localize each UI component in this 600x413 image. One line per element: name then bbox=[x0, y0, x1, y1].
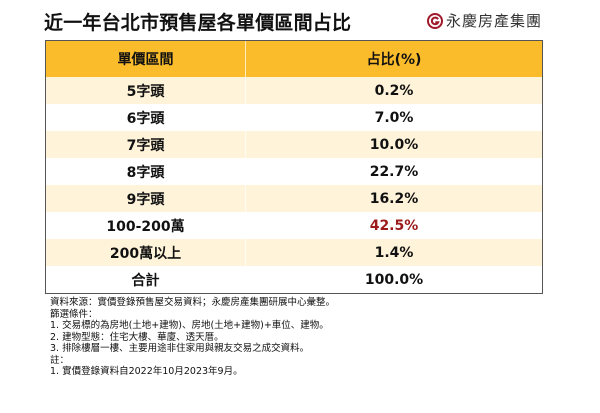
brand-name: 永慶房產集團 bbox=[446, 12, 543, 30]
price-range-cell: 7字頭 bbox=[46, 131, 246, 158]
table-row: 200萬以上 1.4% bbox=[46, 239, 542, 266]
footnotes: 資料來源：實價登錄預售屋交易資料；永慶房產集團研展中心彙整。 篩選條件： 1. … bbox=[50, 297, 335, 378]
total-label-cell: 合計 bbox=[46, 266, 246, 293]
table-row: 6字頭 7.0% bbox=[46, 104, 542, 131]
table-row-total: 合計 100.0% bbox=[46, 266, 542, 293]
price-range-table: 單價區間 占比(%) 5字頭 0.2% 6字頭 7.0% 7字頭 10.0% 8… bbox=[45, 40, 543, 294]
note-filter-3: 3. 排除樓層一樓、主要用途非住家用與親友交易之成交資料。 bbox=[50, 343, 310, 354]
share-cell: 22.7% bbox=[369, 163, 419, 180]
table-row: 9字頭 16.2% bbox=[46, 185, 542, 212]
price-range-cell: 8字頭 bbox=[46, 158, 246, 185]
table-row: 5字頭 0.2% bbox=[46, 77, 542, 104]
table-header: 單價區間 占比(%) bbox=[46, 41, 542, 77]
yungching-logo-icon bbox=[427, 12, 443, 29]
share-cell: 7.0% bbox=[374, 109, 414, 126]
note-filter-heading: 篩選條件： bbox=[50, 308, 98, 320]
page-title: 近一年台北市預售屋各單價區間占比 bbox=[44, 12, 352, 34]
share-cell: 16.2% bbox=[369, 190, 419, 207]
brand-logo: 永慶房產集團 bbox=[427, 10, 542, 31]
price-range-cell: 6字頭 bbox=[46, 104, 246, 131]
note-filter-1: 1. 交易標的為房地(土地+建物)、房地(土地+建物)+車位、建物。 bbox=[50, 320, 329, 331]
price-range-cell: 9字頭 bbox=[46, 185, 246, 212]
header-price-range: 單價區間 bbox=[46, 41, 246, 77]
share-cell-highlighted: 42.5% bbox=[369, 217, 419, 234]
note-source: 資料來源：實價登錄預售屋交易資料；永慶房產集團研展中心彙整。 bbox=[50, 297, 336, 308]
share-cell: 10.0% bbox=[369, 136, 419, 153]
share-cell: 1.4% bbox=[374, 244, 414, 261]
share-cell: 0.2% bbox=[374, 82, 414, 99]
note-remark-heading: 註： bbox=[50, 354, 70, 366]
note-remark-1: 1. 實價登錄資料自2022年10月2023年9月。 bbox=[50, 366, 243, 377]
header-share: 占比(%) bbox=[366, 52, 422, 68]
price-range-cell: 200萬以上 bbox=[46, 239, 246, 266]
note-filter-2: 2. 建物型態：住宅大樓、華廈、透天厝。 bbox=[50, 331, 224, 343]
table-row: 8字頭 22.7% bbox=[46, 158, 542, 185]
table-row: 7字頭 10.0% bbox=[46, 131, 542, 158]
price-range-cell: 100-200萬 bbox=[46, 212, 246, 239]
price-range-cell: 5字頭 bbox=[46, 77, 246, 104]
total-share-cell: 100.0% bbox=[364, 271, 424, 288]
table-row: 100-200萬 42.5% bbox=[46, 212, 542, 239]
